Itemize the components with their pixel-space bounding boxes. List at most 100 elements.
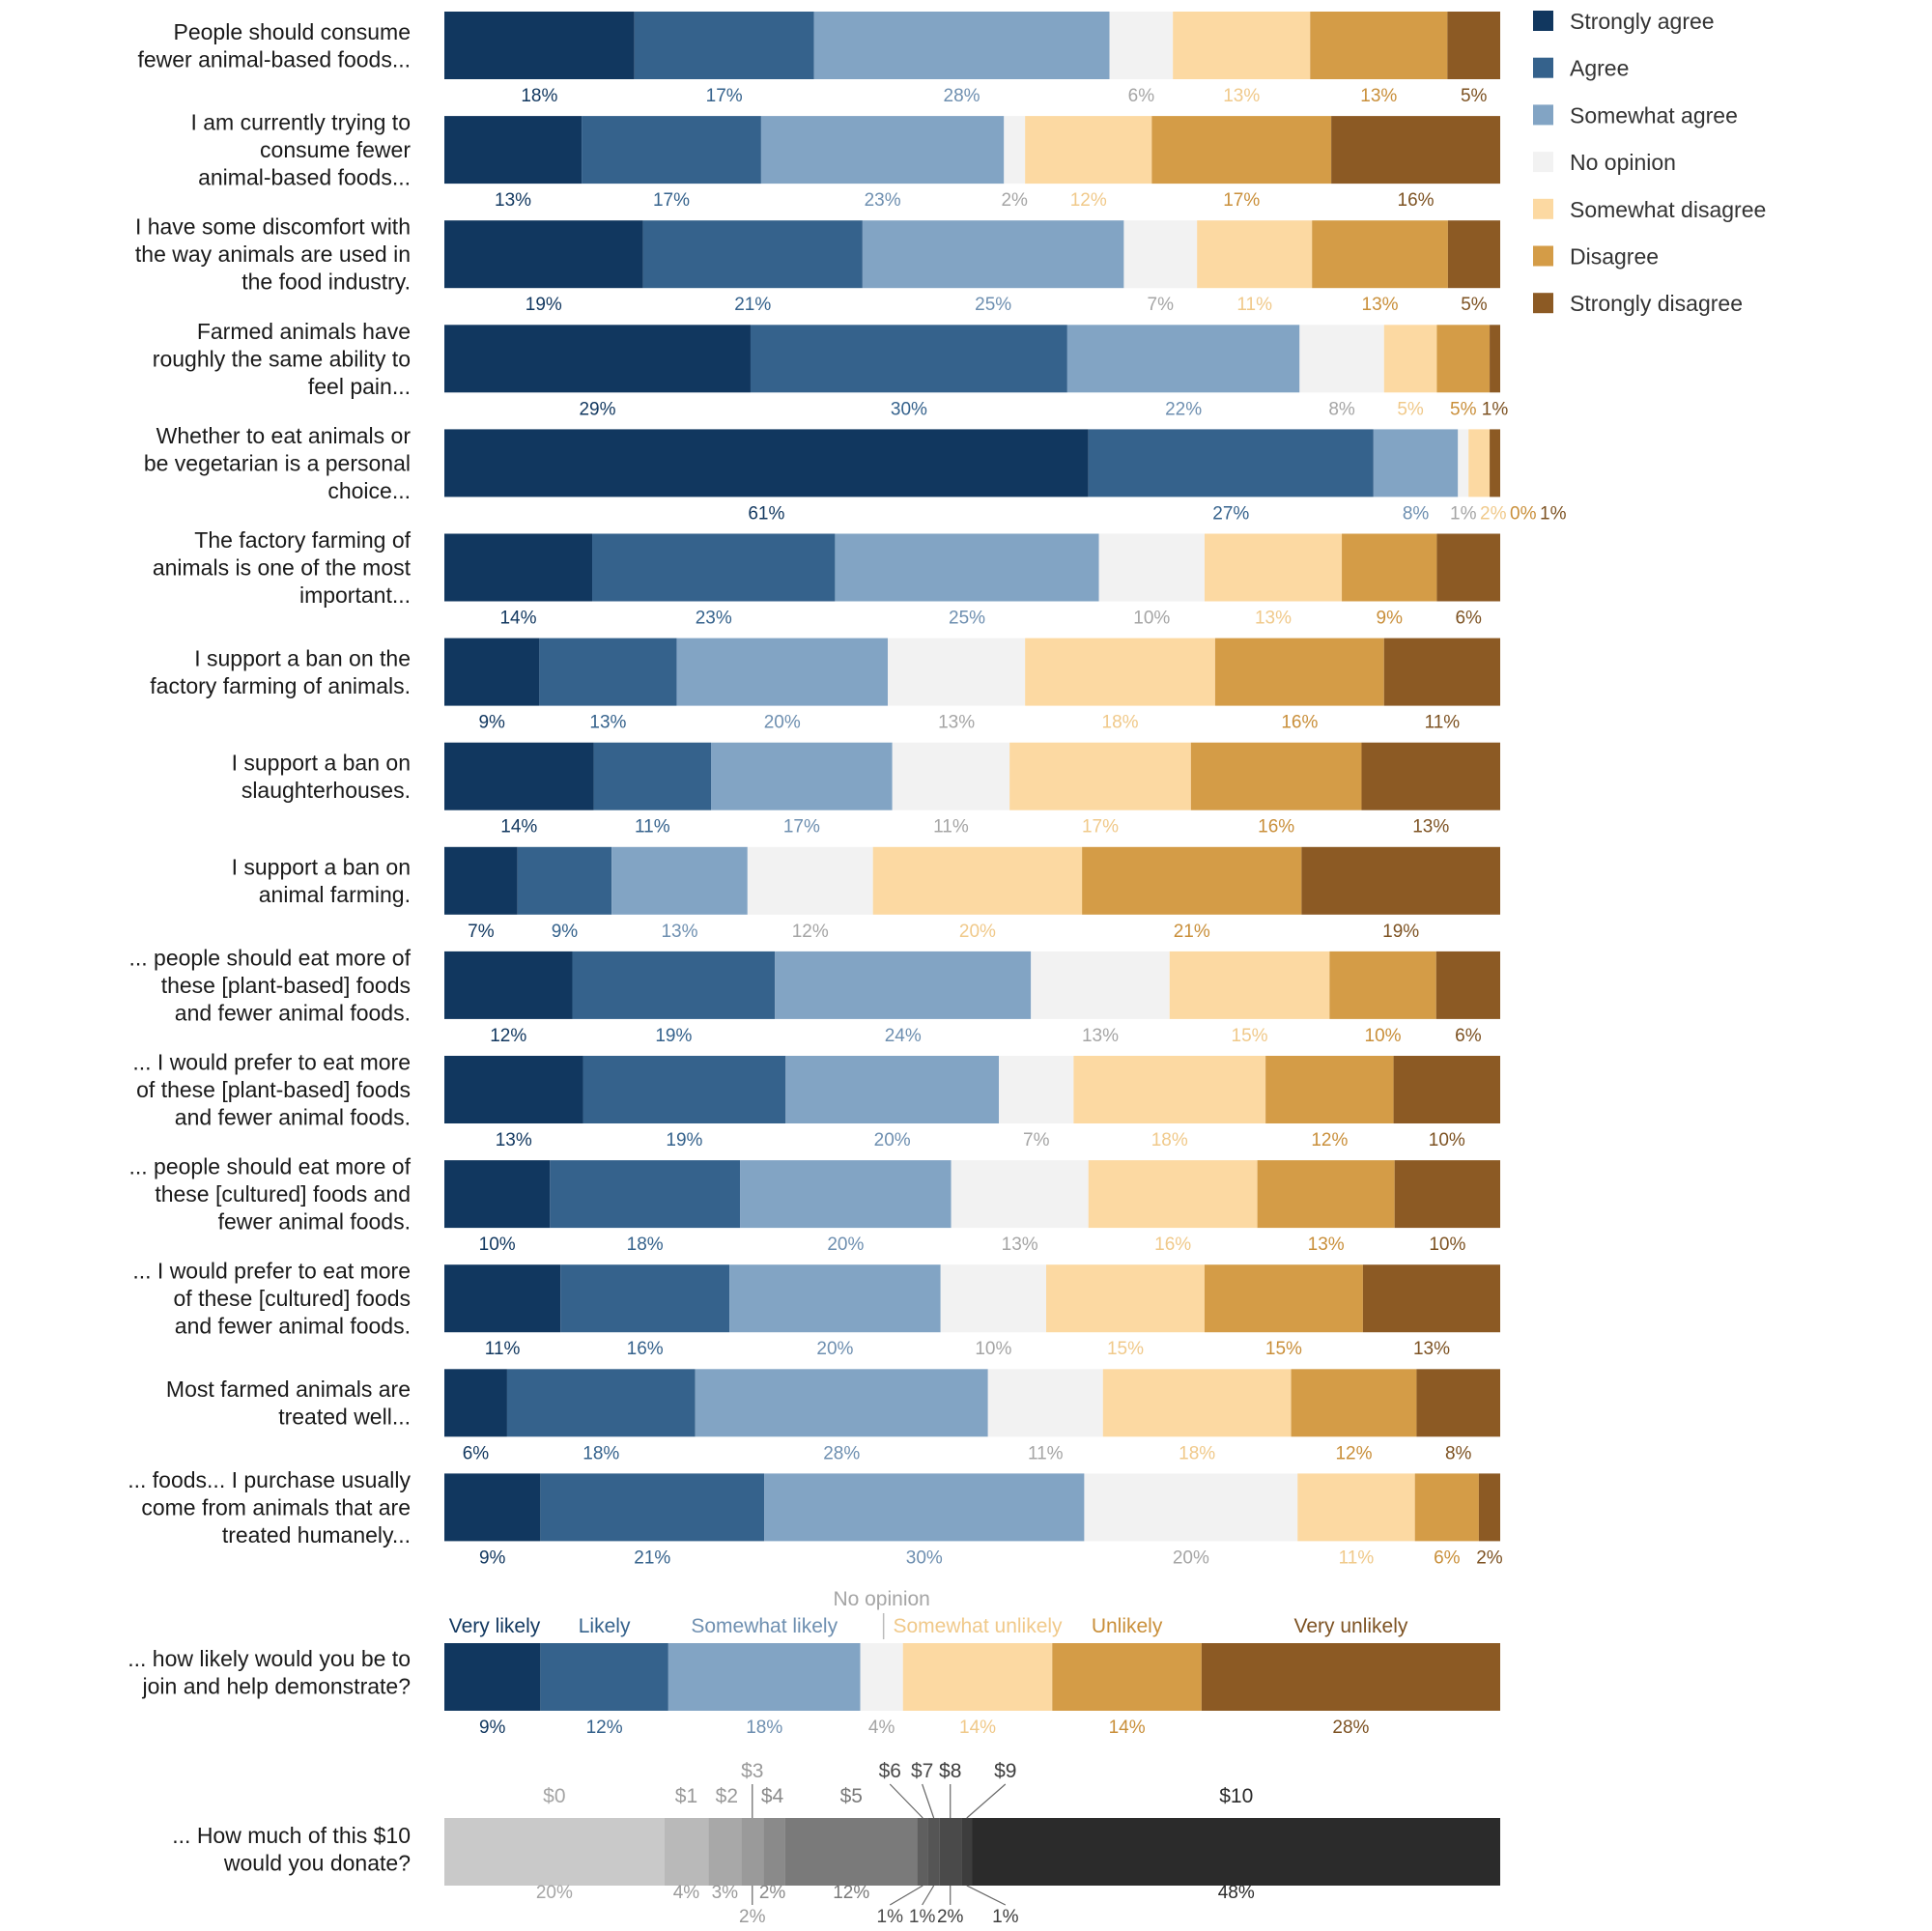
bar-segment: [951, 1160, 1089, 1229]
bar-segment: [784, 1818, 918, 1886]
legend-label: Disagree: [1570, 244, 1659, 270]
bar-segment: [1291, 1369, 1417, 1437]
legend-item[interactable]: Somewhat agree: [1533, 102, 1738, 128]
bar-segment: [835, 533, 1099, 602]
bar-segment: [708, 1818, 742, 1886]
question-label-line: important...: [299, 582, 411, 608]
question-label-line: ... people should eat more of: [128, 945, 411, 970]
bar-segment: [1478, 1473, 1500, 1542]
legend-swatch: [1533, 152, 1553, 173]
percent-label: 19%: [666, 1130, 702, 1150]
percent-label: 6%: [463, 1443, 490, 1463]
percent-label: 17%: [783, 817, 820, 838]
question-label: ... How much of this $10 would you donate…: [172, 1823, 411, 1876]
bar-row: 12% 19% 24% 13% 15% 10% 6%: [444, 951, 1500, 1046]
percent-label: 13%: [1255, 609, 1292, 629]
percent-label: 10%: [975, 1339, 1011, 1359]
question-label-line: ... I would prefer to eat more: [132, 1259, 411, 1284]
percent-label: 13%: [495, 190, 531, 211]
question-label: ... how likely would you be to join and h…: [128, 1646, 411, 1699]
legend-swatch: [1533, 11, 1553, 31]
bar-segment: [1383, 638, 1500, 706]
percent-label: 21%: [734, 295, 771, 315]
bar-segment: [862, 220, 1124, 289]
bar-segment: [444, 1264, 561, 1333]
bar-segment: [1373, 429, 1459, 497]
percent-label: 15%: [1232, 1026, 1268, 1046]
leader-line: [922, 1885, 935, 1906]
percent-label: 23%: [865, 190, 901, 211]
percent-label: 14%: [500, 817, 537, 838]
bar-segment: [550, 1160, 741, 1229]
bar-segment: [444, 638, 540, 706]
percent-label: 30%: [891, 399, 927, 419]
category-label: $3: [741, 1760, 763, 1782]
legend-item[interactable]: Somewhat disagree: [1533, 197, 1766, 222]
percent-label: 9%: [478, 713, 505, 733]
legend-item[interactable]: Disagree: [1533, 244, 1659, 270]
percent-label: 12%: [1335, 1443, 1372, 1463]
percent-label: 2%: [1001, 190, 1028, 211]
percent-label: 1%: [1482, 399, 1509, 419]
question-label-line: fewer animal foods.: [218, 1209, 411, 1235]
legend-label: Strongly disagree: [1570, 291, 1743, 316]
percent-label: 18%: [1151, 1130, 1188, 1150]
bar-segment: [972, 1818, 1500, 1886]
bar-segment: [634, 12, 814, 79]
bar-segment: [444, 742, 594, 810]
percent-label: 19%: [655, 1026, 692, 1046]
bar-segment: [1436, 325, 1491, 393]
bar-segment: [1031, 951, 1170, 1019]
question-label-line: I support a ban on the: [194, 645, 411, 670]
bar-segment: [1394, 1160, 1500, 1229]
question-label-line: would you donate?: [223, 1851, 411, 1876]
bar-segment: [1257, 1160, 1395, 1229]
percent-label: 5%: [1397, 399, 1424, 419]
question-label-line: animals is one of the most: [153, 555, 412, 581]
legend-item[interactable]: Strongly disagree: [1533, 291, 1743, 316]
legend-item[interactable]: Agree: [1533, 56, 1629, 81]
percent-label: 10%: [1133, 609, 1170, 629]
percent-label: 14%: [1109, 1718, 1146, 1738]
donation-bar: ... How much of this $10 would you donate…: [172, 1760, 1500, 1927]
percent-label: 16%: [1258, 817, 1294, 838]
legend-label: Strongly agree: [1570, 9, 1715, 34]
legend-item[interactable]: No opinion: [1533, 150, 1676, 175]
percent-label: 8%: [1445, 1443, 1472, 1463]
percent-label: 21%: [634, 1548, 670, 1568]
question-label-line: come from animals that are: [141, 1494, 411, 1519]
bar-segment: [750, 325, 1067, 393]
bar-segment: [1190, 742, 1362, 810]
bar-row: 9% 21% 30% 20% 11% 6% 2%: [444, 1473, 1503, 1568]
percent-label: 6%: [1128, 86, 1155, 106]
bar-segment: [676, 638, 889, 706]
percent-label: 12%: [586, 1718, 623, 1738]
percent-label: 3%: [712, 1883, 739, 1903]
bar-segment: [540, 1643, 668, 1711]
percent-label: 20%: [536, 1883, 573, 1903]
bar-segment: [872, 846, 1083, 915]
bar-segment: [1204, 533, 1343, 602]
bar-segment: [763, 1818, 785, 1886]
percent-label: 17%: [653, 190, 690, 211]
percent-label: 20%: [816, 1339, 853, 1359]
bar-segment: [1362, 1264, 1500, 1333]
category-label: No opinion: [833, 1588, 929, 1610]
bar-segment: [987, 1369, 1103, 1437]
percent-label: 29%: [579, 399, 615, 419]
bar-segment: [1414, 1473, 1479, 1542]
percent-label: 61%: [748, 503, 784, 524]
bar-segment: [1088, 1160, 1258, 1229]
bar-segment: [813, 12, 1110, 79]
legend-item[interactable]: Strongly agree: [1533, 9, 1715, 34]
question-label-line: choice...: [327, 478, 411, 503]
legend-label: Somewhat disagree: [1570, 197, 1766, 222]
percent-label: 17%: [1082, 817, 1119, 838]
category-label: $4: [761, 1785, 784, 1807]
question-label: Most farmed animals are treated well...: [166, 1377, 411, 1430]
percent-label: 15%: [1107, 1339, 1144, 1359]
bar-segment: [506, 1369, 696, 1437]
